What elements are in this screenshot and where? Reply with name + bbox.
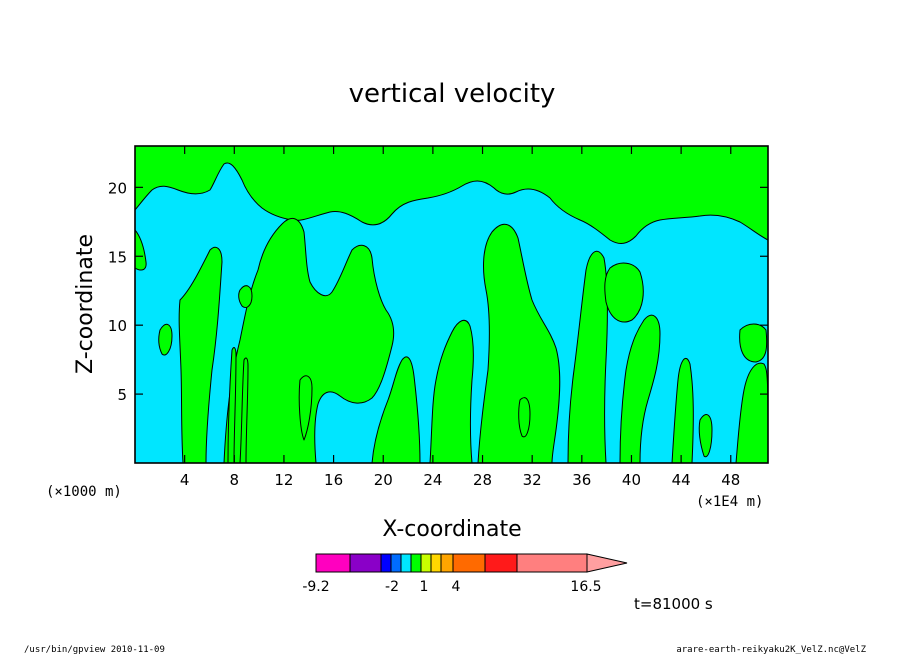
positive-region xyxy=(178,246,223,463)
colorbar-label: 16.5 xyxy=(570,579,601,595)
colorbar-arrow xyxy=(586,553,628,573)
positive-region xyxy=(227,347,237,463)
x-axis-label: X-coordinate xyxy=(382,517,521,542)
x-tick-label: 16 xyxy=(324,471,343,489)
positive-velocity-regions xyxy=(135,146,768,463)
colorbar xyxy=(315,553,628,573)
colorbar-segment xyxy=(484,553,518,573)
positive-region xyxy=(739,323,768,363)
positive-region xyxy=(477,223,561,463)
positive-region xyxy=(158,323,173,356)
x-tick-label: 8 xyxy=(230,471,240,489)
positive-region xyxy=(567,250,608,463)
colorbar-segment xyxy=(440,553,454,573)
positive-region xyxy=(604,262,644,323)
positive-region xyxy=(671,358,694,463)
x-tick-label: 12 xyxy=(274,471,293,489)
x-tick-label: 36 xyxy=(572,471,591,489)
colorbar-segment xyxy=(452,553,486,573)
colorbar-segment xyxy=(315,553,351,573)
y-tick-label: 15 xyxy=(108,248,127,266)
positive-region xyxy=(238,285,253,309)
y-tick-label: 20 xyxy=(108,179,127,197)
colorbar-segment xyxy=(349,553,382,573)
colorbar-label: 4 xyxy=(452,579,461,595)
colorbar-segment xyxy=(390,553,402,573)
colorbar-segment xyxy=(420,553,432,573)
colorbar-segment xyxy=(400,553,412,573)
colorbar-label: -9.2 xyxy=(302,579,329,595)
chart-title: vertical velocity xyxy=(349,79,556,109)
positive-region xyxy=(619,314,661,463)
colorbar-segment xyxy=(380,553,392,573)
positive-region xyxy=(239,357,249,463)
x-tick-label: 40 xyxy=(622,471,641,489)
positive-region xyxy=(429,319,474,463)
x-axis-ticks: 4 8 12 16 20 24 28 32 36 40 44 48 xyxy=(180,146,740,489)
positive-region xyxy=(135,229,147,271)
x-tick-label: 48 xyxy=(721,471,740,489)
colorbar-labels: -9.2 -2 1 4 16.5 xyxy=(302,579,601,595)
y-tick-label: 5 xyxy=(117,386,127,404)
positive-region xyxy=(298,375,313,441)
plot-area xyxy=(135,146,768,463)
colorbar-segment xyxy=(430,553,442,573)
y-axis-ticks: 5 10 15 20 xyxy=(108,179,768,404)
x-tick-label: 44 xyxy=(672,471,691,489)
colorbar-label: -2 xyxy=(385,579,399,595)
x-tick-label: 20 xyxy=(374,471,393,489)
colorbar-label: 1 xyxy=(420,579,429,595)
colorbar-segment xyxy=(410,553,422,573)
footer-right: arare-earth-reikyaku2K_VelZ.nc@VelZ xyxy=(676,645,866,654)
x-tick-label: 4 xyxy=(180,471,190,489)
x-tick-label: 28 xyxy=(473,471,492,489)
x-axis-units: (×1000 m) xyxy=(46,484,122,500)
y-tick-label: 10 xyxy=(108,317,127,335)
time-label: t=81000 s xyxy=(634,595,713,613)
footer-left: /usr/bin/gpview 2010-11-09 xyxy=(24,645,165,654)
positive-region xyxy=(518,397,531,438)
colorbar-segment xyxy=(516,553,588,573)
x-tick-label: 32 xyxy=(523,471,542,489)
positive-region xyxy=(223,217,395,463)
plot-frame xyxy=(134,145,769,464)
positive-region xyxy=(371,356,421,463)
y-axis-label: Z-coordinate xyxy=(73,234,98,374)
x-axis-multiplier: (×1E4 m) xyxy=(696,494,763,510)
positive-region xyxy=(698,414,713,458)
x-tick-label: 24 xyxy=(423,471,442,489)
